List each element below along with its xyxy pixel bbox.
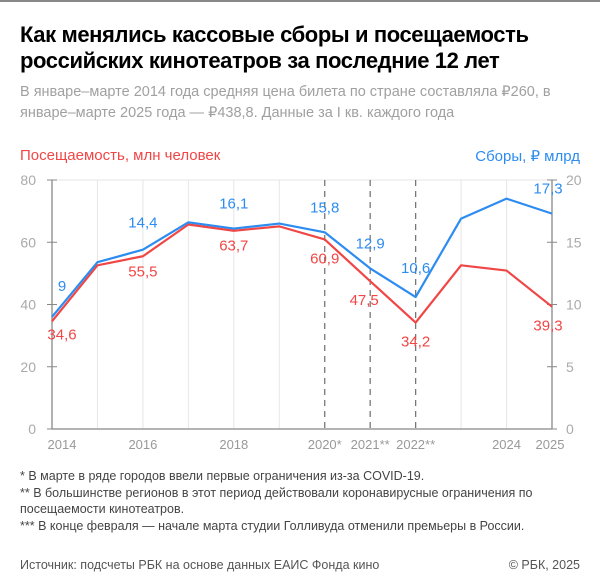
data-label: 47,5 [350, 292, 379, 309]
line-chart: 2014 2016 2018 2020* 2021** 2022** 2024 2025020… [20, 172, 582, 452]
left-tick-label: 40 [20, 297, 36, 313]
x-tick-label: 2018 [219, 437, 248, 452]
copyright: © РБК, 2025 [508, 558, 580, 572]
series-line-revenue [51, 197, 553, 318]
left-tick-label: 60 [20, 234, 36, 250]
x-tick-label: 2014 [48, 437, 77, 452]
right-tick-label: 15 [566, 234, 582, 250]
left-tick-label: 20 [20, 359, 36, 375]
data-label: 34,2 [401, 334, 430, 351]
chart-subtitle: В январе–марте 2014 года средняя цена би… [20, 84, 551, 121]
x-tick-label: 2016 [128, 437, 157, 452]
left-axis-label: Посещаемость, млн человек [20, 147, 221, 164]
data-label: 63,7 [219, 238, 248, 255]
chart-title: Как менялись кассовые сборы и посещаемос… [20, 22, 529, 73]
data-label: 55,5 [128, 263, 157, 280]
right-tick-label: 20 [566, 172, 582, 188]
data-label: 16,1 [219, 196, 248, 213]
x-tick-label: 2022** [396, 437, 435, 452]
x-tick-label: 2020* [308, 437, 342, 452]
data-label: 12,9 [356, 235, 385, 252]
source-note: Источник: подсчеты РБК на основе данных … [20, 558, 380, 572]
footnote: * В марте в ряде городов ввели первые ог… [20, 469, 425, 483]
x-tick-label: 2024 [492, 437, 521, 452]
data-label: 9 [58, 278, 66, 295]
right-tick-label: 0 [566, 421, 574, 437]
right-axis-label: Сборы, ₽ млрд [475, 148, 580, 165]
footnotes: * В марте в ряде городов ввели первые ог… [20, 468, 590, 534]
series-line-attendance [51, 223, 553, 324]
right-tick-label: 10 [566, 297, 582, 313]
x-tick-label: 2021** [351, 437, 390, 452]
data-label: 17,3 [533, 181, 562, 198]
x-tick-label: 2025 [536, 437, 565, 452]
data-label: 60,9 [310, 250, 339, 267]
data-label: 39,3 [533, 318, 562, 335]
data-label: 14,4 [128, 215, 157, 232]
footnote: *** В конце февраля — начале марта студи… [20, 518, 525, 533]
data-label: 34,6 [47, 326, 76, 343]
left-tick-label: 0 [28, 421, 36, 437]
left-tick-label: 80 [20, 172, 36, 188]
footnote: ** В большинстве регионов в этот период … [20, 485, 533, 517]
right-tick-label: 5 [566, 359, 574, 375]
data-label: 15,8 [310, 199, 339, 216]
data-label: 10,6 [401, 260, 430, 277]
